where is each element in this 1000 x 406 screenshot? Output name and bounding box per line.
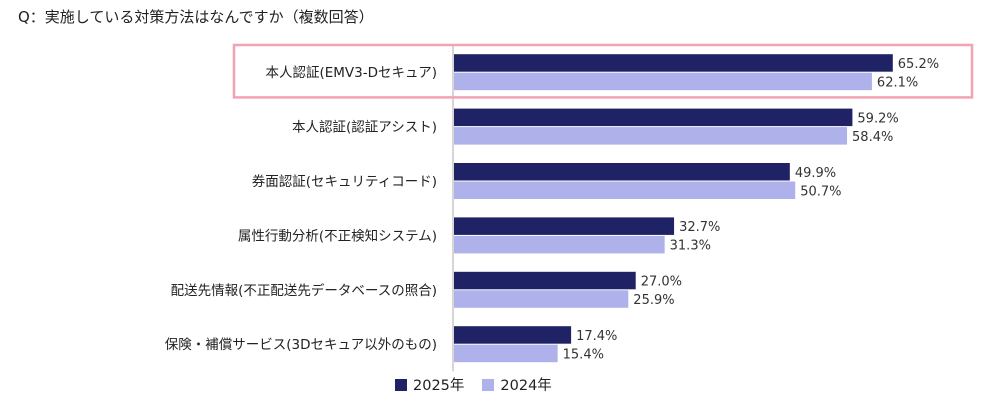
value-label: 58.4%	[852, 130, 893, 145]
value-label: 65.2%	[898, 57, 939, 72]
value-label: 50.7%	[800, 184, 841, 199]
value-label: 15.4%	[563, 347, 604, 362]
bar-2024	[454, 344, 558, 363]
bar-2024	[454, 290, 629, 308]
value-label: 25.9%	[633, 293, 674, 308]
category-label: 属性行動分析(不正検知システム)	[238, 227, 437, 244]
value-label: 62.1%	[877, 75, 918, 90]
legend-label-2025: 2025年	[413, 378, 465, 394]
value-label: 49.9%	[795, 166, 836, 181]
bar-2024	[454, 127, 848, 145]
highlight-box	[232, 43, 974, 99]
value-label: 17.4%	[576, 329, 617, 344]
bar-2025	[454, 163, 790, 181]
bar-2024	[454, 181, 796, 199]
category-label: 配送先情報(不正配送先データベースの照合)	[171, 282, 437, 299]
bar-2025	[454, 326, 572, 344]
bar-2025	[454, 54, 893, 72]
question-title: Q：実施している対策方法はなんですか（複数回答）	[18, 8, 374, 26]
legend-label-2024: 2024年	[500, 378, 552, 394]
bar-2025	[454, 217, 675, 235]
bar-2025	[454, 108, 853, 127]
value-label: 31.3%	[670, 239, 711, 254]
value-label: 27.0%	[641, 275, 682, 290]
bar-2025	[454, 271, 636, 290]
value-label: 59.2%	[857, 111, 898, 126]
bar-2024	[454, 235, 665, 254]
legend: 2025年 2024年	[395, 374, 570, 395]
legend-swatch-2024	[482, 378, 495, 391]
category-label: 保険・補償サービス(3Dセキュア以外のもの)	[165, 337, 437, 353]
legend-swatch-2025	[395, 378, 407, 391]
value-label: 32.7%	[679, 220, 720, 235]
category-label: 券面認証(セキュリティコード)	[252, 174, 437, 190]
category-label: 本人認証(EMV3-Dセキュア)	[265, 65, 437, 81]
legend-item-2025: 2025年	[395, 374, 464, 395]
legend-item-2024: 2024年	[482, 374, 552, 395]
category-label: 本人認証(認証アシスト)	[292, 120, 437, 136]
bar-2024	[454, 72, 872, 91]
